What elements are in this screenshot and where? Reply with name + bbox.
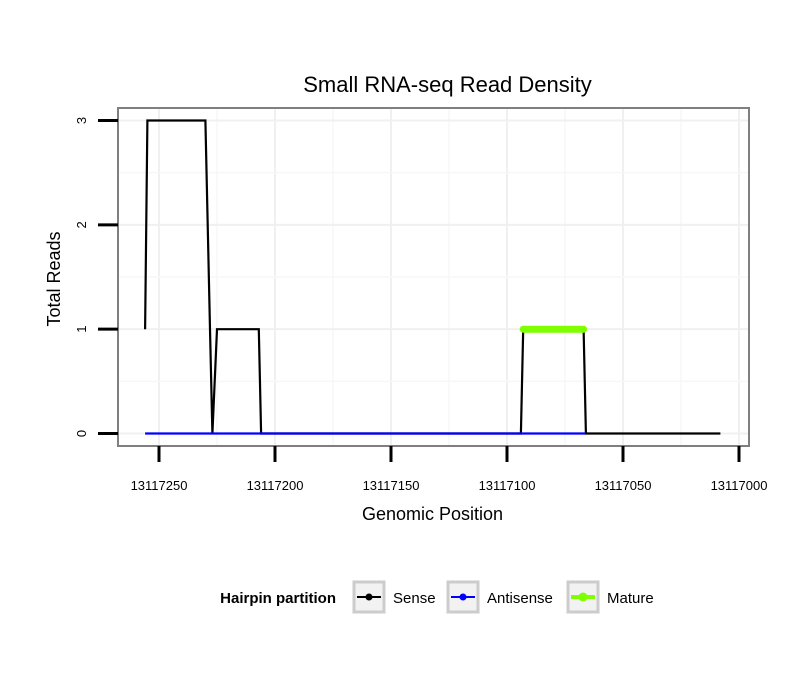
y-tick-label: 2 bbox=[74, 221, 89, 228]
legend: Hairpin partition Sense Antisense Mature bbox=[220, 580, 654, 614]
x-tick-label: 13117050 bbox=[595, 478, 652, 493]
y-tick-label: 3 bbox=[74, 117, 89, 124]
x-tick-label: 13117100 bbox=[479, 478, 536, 493]
plot-series bbox=[144, 119, 721, 435]
x-tick-label: 13117000 bbox=[711, 478, 768, 493]
chart-title: Small RNA-seq Read Density bbox=[303, 72, 592, 97]
axes: 13117250 13117200 13117150 13117100 13117050… bbox=[74, 117, 767, 493]
legend-key-point bbox=[365, 593, 373, 601]
legend-key-point bbox=[459, 593, 467, 601]
legend-item-sense: Sense bbox=[352, 580, 436, 614]
plot-frame bbox=[117, 107, 750, 447]
grid bbox=[118, 108, 749, 446]
x-tick-label: 13117200 bbox=[247, 478, 304, 493]
legend-label-mature: Mature bbox=[607, 590, 654, 607]
y-tick-label: 0 bbox=[74, 430, 89, 437]
y-tick-label: 1 bbox=[74, 326, 89, 333]
legend-label-antisense: Antisense bbox=[487, 590, 553, 607]
x-tick-label: 13117250 bbox=[131, 478, 188, 493]
legend-item-antisense: Antisense bbox=[446, 580, 553, 614]
x-axis-label: Genomic Position bbox=[362, 504, 503, 524]
y-axis-label: Total Reads bbox=[44, 231, 64, 326]
legend-title: Hairpin partition bbox=[220, 590, 336, 607]
legend-item-mature: Mature bbox=[566, 580, 654, 614]
legend-key-point bbox=[578, 592, 588, 602]
legend-label-sense: Sense bbox=[393, 590, 436, 607]
x-tick-label: 13117150 bbox=[363, 478, 420, 493]
